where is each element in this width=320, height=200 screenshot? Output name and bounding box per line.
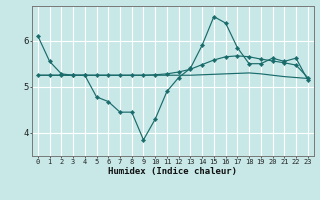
X-axis label: Humidex (Indice chaleur): Humidex (Indice chaleur) xyxy=(108,167,237,176)
